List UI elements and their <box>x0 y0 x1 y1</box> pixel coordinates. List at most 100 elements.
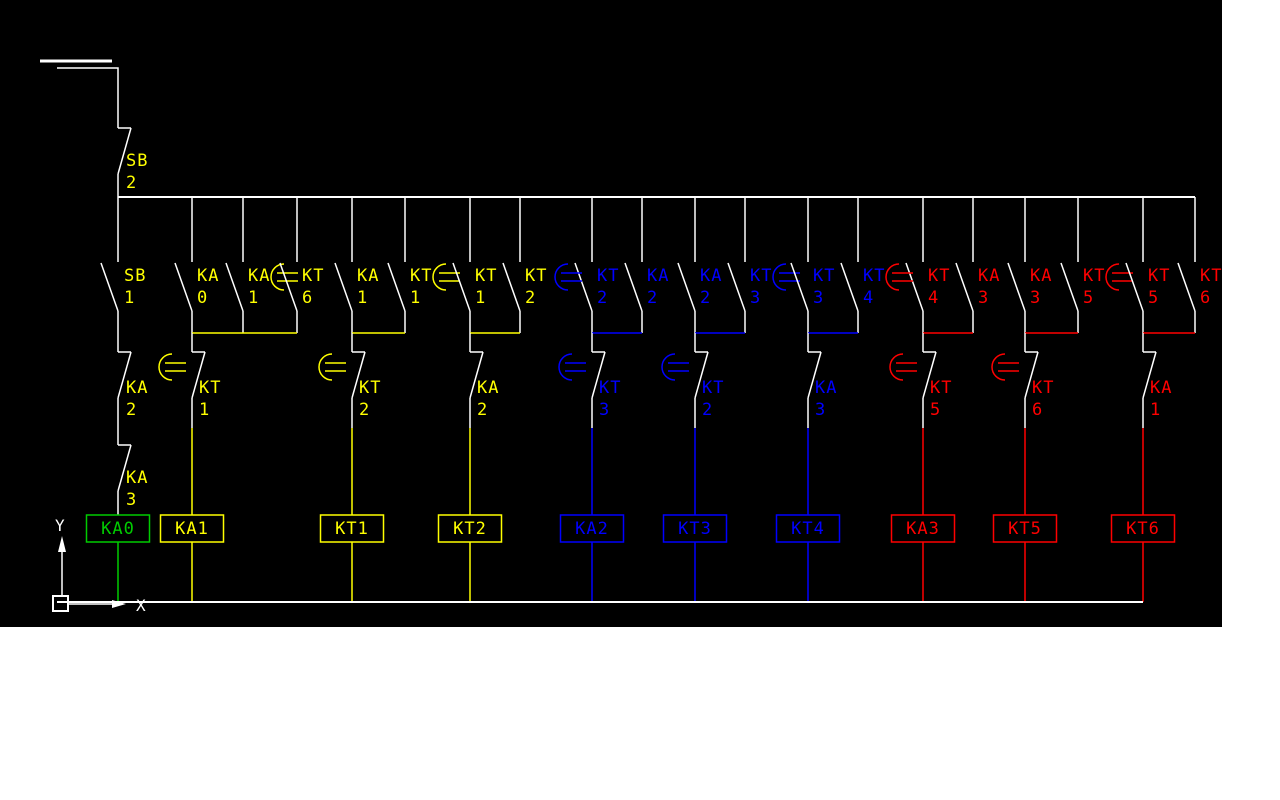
branch-KA1-KA1-blade[interactable] <box>225 262 244 312</box>
row2-contact-KT3-label-text[interactable]: KT <box>702 378 724 398</box>
branch-KT3-KA2-label-text[interactable]: KA <box>700 266 722 286</box>
branch-KT3-KT3-blade[interactable] <box>727 262 746 312</box>
branch-KA2-KA2-label-num[interactable]: 2 <box>647 288 658 308</box>
branch-KT4-KT3-label-text[interactable]: KT <box>813 266 835 286</box>
sb1-label-text[interactable]: SB <box>124 266 146 286</box>
row2-contact-KA1-blade[interactable] <box>191 351 206 399</box>
branch-KA1-KA1-delay-arc[interactable] <box>270 263 285 291</box>
branch-KA1-KT6-label-text[interactable]: KT <box>302 266 324 286</box>
branch-KT1-KT1-label-text[interactable]: KT <box>410 266 432 286</box>
branch-KA2-KA2-blade[interactable] <box>624 262 643 312</box>
coil-label-KA0[interactable]: KA0 <box>101 519 135 539</box>
ucs-origin-box[interactable] <box>52 595 69 612</box>
branch-KT3-KT3-delay-arc[interactable] <box>772 263 787 291</box>
branch-KT5-KA3-label-num[interactable]: 3 <box>1030 288 1041 308</box>
branch-KT2-KT1-label-text[interactable]: KT <box>475 266 497 286</box>
branch-KT6-KT6-blade[interactable] <box>1177 262 1196 312</box>
branch-KA3-KA3-label-num[interactable]: 3 <box>978 288 989 308</box>
branch-KT2-KT2-label-text[interactable]: KT <box>525 266 547 286</box>
ka3-nc-label-num[interactable]: 3 <box>126 490 137 510</box>
branch-KA2-KA2-label-text[interactable]: KA <box>647 266 669 286</box>
row2-contact-KT6-label-num[interactable]: 1 <box>1150 400 1161 420</box>
branch-KA3-KT4-label-num[interactable]: 4 <box>928 288 939 308</box>
coil-label-KT5[interactable]: KT5 <box>1008 519 1042 539</box>
branch-KA1-KA1-label-num[interactable]: 1 <box>248 288 259 308</box>
branch-KT4-KT4-blade[interactable] <box>840 262 859 312</box>
row2-contact-KT5-label-num[interactable]: 6 <box>1032 400 1043 420</box>
ucs-icon[interactable]: YX <box>52 516 147 615</box>
coil-label-KT1[interactable]: KT1 <box>335 519 369 539</box>
ka3-nc-label-text[interactable]: KA <box>126 468 148 488</box>
branch-KA3-KT4-delay-arc[interactable] <box>885 263 900 291</box>
branch-KA3-KA3-label-text[interactable]: KA <box>978 266 1000 286</box>
branch-KT3-KT3-label-text[interactable]: KT <box>750 266 772 286</box>
row2-contact-KT1-label-num[interactable]: 2 <box>359 400 370 420</box>
row2-contact-KA3-delay-arc[interactable] <box>889 353 904 381</box>
branch-KT5-KT5-blade[interactable] <box>1060 262 1079 312</box>
branch-KT5-KT5-label-num[interactable]: 5 <box>1083 288 1094 308</box>
branch-KT4-KT4-label-text[interactable]: KT <box>863 266 885 286</box>
row2-contact-KA3-blade[interactable] <box>922 351 937 399</box>
row2-contact-KT1-label-text[interactable]: KT <box>359 378 381 398</box>
branch-KT5-KT5-delay-arc[interactable] <box>1105 263 1120 291</box>
branch-KT5-KA3-blade[interactable] <box>1007 262 1026 312</box>
row2-contact-KA2-blade[interactable] <box>591 351 606 399</box>
branch-KA3-KT4-label-text[interactable]: KT <box>928 266 950 286</box>
branch-KA3-KA3-blade[interactable] <box>955 262 974 312</box>
row2-contact-KT3-delay-arc[interactable] <box>661 353 676 381</box>
row2-contact-KT1-delay-arc[interactable] <box>318 353 333 381</box>
ka2-nc-label-text[interactable]: KA <box>126 378 148 398</box>
row2-contact-KT4-label-num[interactable]: 3 <box>815 400 826 420</box>
branch-KT6-KT5-label-num[interactable]: 5 <box>1148 288 1159 308</box>
ka2-nc-contact-blade[interactable] <box>117 351 132 399</box>
branch-KT3-KA2-label-num[interactable]: 2 <box>700 288 711 308</box>
sb1-label-num[interactable]: 1 <box>124 288 135 308</box>
branch-KA2-KT2-delay-arc[interactable] <box>554 263 569 291</box>
branch-KT2-KT1-blade[interactable] <box>452 262 471 312</box>
ka3-nc-contact-blade[interactable] <box>117 444 132 492</box>
row2-contact-KT2-label-text[interactable]: KA <box>477 378 499 398</box>
coil-label-KT6[interactable]: KT6 <box>1126 519 1160 539</box>
branch-KA2-KT2-label-num[interactable]: 2 <box>597 288 608 308</box>
coil-label-KA1[interactable]: KA1 <box>175 519 209 539</box>
row2-contact-KA3-label-num[interactable]: 5 <box>930 400 941 420</box>
branch-KT3-KA2-blade[interactable] <box>677 262 696 312</box>
branch-KT4-KT3-label-num[interactable]: 3 <box>813 288 824 308</box>
branch-KT1-KT1-blade[interactable] <box>387 262 406 312</box>
branch-KA1-KA0-blade[interactable] <box>174 262 193 312</box>
branch-KA1-KA0-label-text[interactable]: KA <box>197 266 219 286</box>
branch-KT4-KT3-blade[interactable] <box>790 262 809 312</box>
ucs-x-label[interactable]: X <box>136 596 147 615</box>
ka2-nc-label-num[interactable]: 2 <box>126 400 137 420</box>
sb2-label-num[interactable]: 2 <box>126 173 137 193</box>
branch-KA2-KT2-blade[interactable] <box>574 262 593 312</box>
sb2-label-text[interactable]: SB <box>126 151 148 171</box>
row2-contact-KT3-blade[interactable] <box>694 351 709 399</box>
branch-KT5-KT5-label-text[interactable]: KT <box>1083 266 1105 286</box>
branch-KT1-KA1-label-num[interactable]: 1 <box>357 288 368 308</box>
branch-KT6-KT5-label-text[interactable]: KT <box>1148 266 1170 286</box>
branch-KT6-KT5-blade[interactable] <box>1125 262 1144 312</box>
branch-KA1-KT6-label-num[interactable]: 6 <box>302 288 313 308</box>
coil-label-KT3[interactable]: KT3 <box>678 519 712 539</box>
row2-contact-KT3-label-num[interactable]: 2 <box>702 400 713 420</box>
branch-KT2-KT2-label-num[interactable]: 2 <box>525 288 536 308</box>
row2-contact-KT1-blade[interactable] <box>351 351 366 399</box>
coil-label-KT2[interactable]: KT2 <box>453 519 487 539</box>
branch-KT2-KT1-label-num[interactable]: 1 <box>475 288 486 308</box>
row2-contact-KA1-label-num[interactable]: 1 <box>199 400 210 420</box>
branch-KT1-KT1-label-num[interactable]: 1 <box>410 288 421 308</box>
branch-KA1-KA0-label-num[interactable]: 0 <box>197 288 208 308</box>
row2-contact-KT6-label-text[interactable]: KA <box>1150 378 1172 398</box>
row2-contact-KA2-label-num[interactable]: 3 <box>599 400 610 420</box>
branch-KT2-KT2-blade[interactable] <box>502 262 521 312</box>
row2-contact-KT6-blade[interactable] <box>1142 351 1157 399</box>
row2-contact-KT2-label-num[interactable]: 2 <box>477 400 488 420</box>
coil-label-KT4[interactable]: KT4 <box>791 519 825 539</box>
branch-KT5-KA3-label-text[interactable]: KA <box>1030 266 1052 286</box>
branch-KT1-KA1-label-text[interactable]: KA <box>357 266 379 286</box>
row2-contact-KT2-blade[interactable] <box>469 351 484 399</box>
row2-contact-KA3-label-text[interactable]: KT <box>930 378 952 398</box>
row2-contact-KT4-blade[interactable] <box>807 351 822 399</box>
branch-KT3-KT3-label-num[interactable]: 3 <box>750 288 761 308</box>
